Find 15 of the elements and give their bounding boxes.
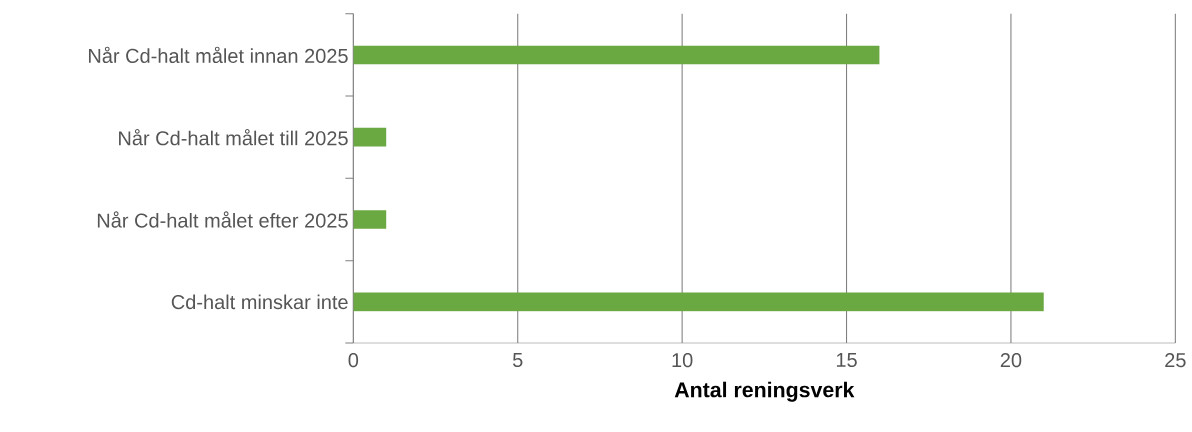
x-tick-label: 5: [512, 353, 523, 367]
y-tick-label: Når Cd-halt målet innan 2025: [88, 46, 348, 63]
y-tick-label: Når Cd-halt målet efter 2025: [97, 211, 348, 228]
y-tick-label: Cd-halt minskar inte: [171, 294, 348, 310]
x-tick-label: 20: [1000, 353, 1022, 368]
bar: [353, 210, 387, 229]
x-tick-label: 0: [348, 353, 359, 368]
bar: [353, 127, 387, 147]
bar: [353, 45, 880, 65]
x-tick-label: 15: [836, 353, 857, 367]
y-tick-label: Når Cd-halt målet till 2025: [119, 129, 348, 146]
x-tick-label: 25: [1165, 353, 1186, 368]
x-axis-title: Antal reningsverk: [674, 381, 855, 402]
bar: [353, 292, 1044, 312]
x-tick-label: 10: [672, 353, 693, 368]
